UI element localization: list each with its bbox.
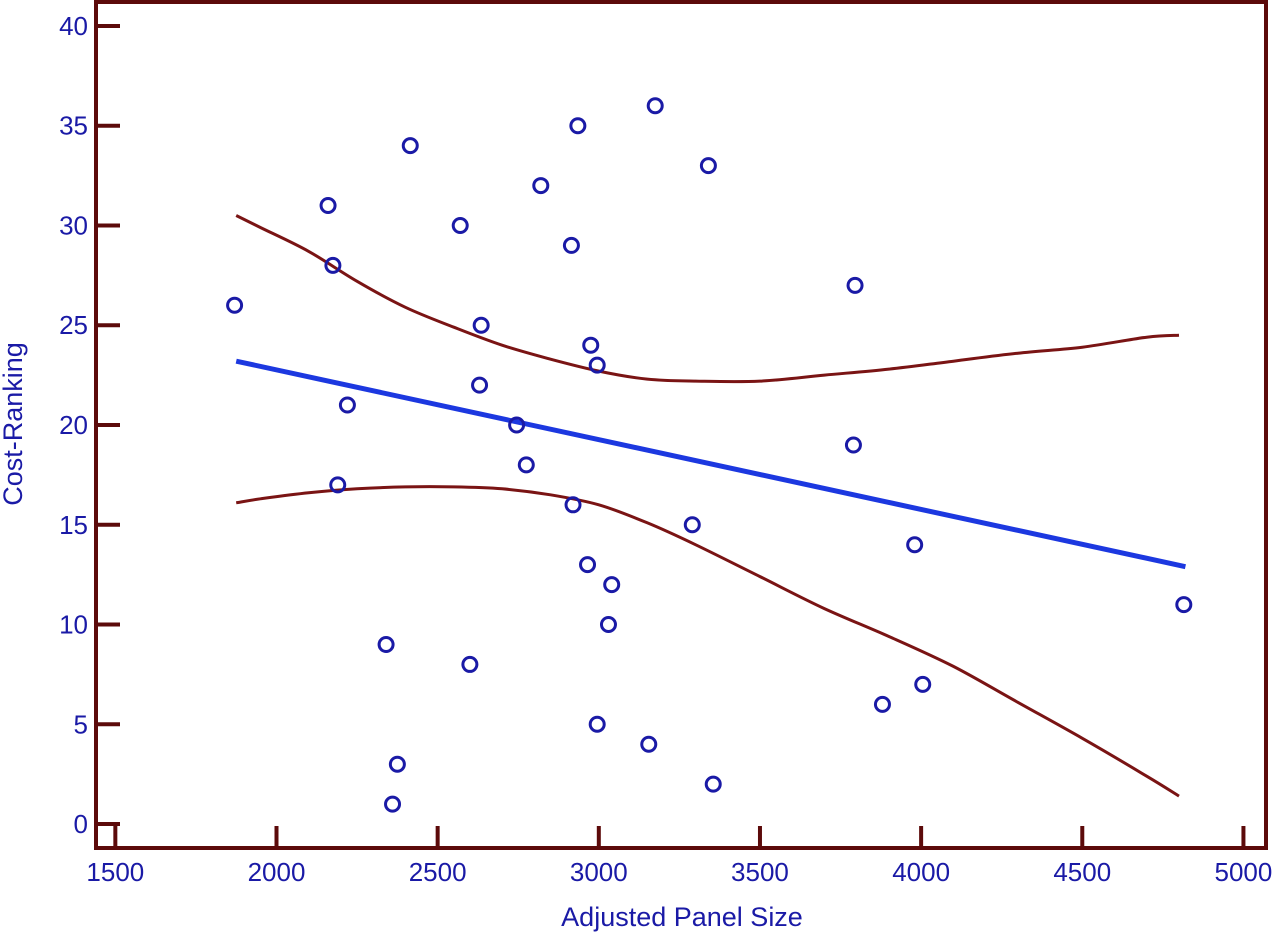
data-point bbox=[388, 755, 406, 773]
data-point bbox=[599, 616, 617, 634]
lower-confidence-curve bbox=[235, 485, 1180, 798]
data-point bbox=[873, 695, 891, 713]
data-point bbox=[384, 795, 402, 813]
data-point bbox=[401, 137, 419, 155]
data-point bbox=[564, 496, 582, 514]
data-point bbox=[582, 336, 600, 354]
x-tick-label: 2500 bbox=[409, 857, 467, 887]
y-tick-label: 35 bbox=[59, 111, 88, 141]
x-tick-labels: 1500 2000 2500 3000 3500 4000 4500 5000 bbox=[86, 857, 1272, 887]
data-point bbox=[844, 436, 862, 454]
data-point bbox=[324, 256, 342, 274]
y-tick-label: 25 bbox=[59, 310, 88, 340]
x-tick-label: 5000 bbox=[1215, 857, 1273, 887]
data-point bbox=[1175, 596, 1193, 614]
y-tick-label: 40 bbox=[59, 11, 88, 41]
data-point bbox=[906, 536, 924, 554]
data-point bbox=[517, 456, 535, 474]
data-point bbox=[329, 476, 347, 494]
x-tick-label: 3500 bbox=[731, 857, 789, 887]
data-point bbox=[461, 655, 479, 673]
y-tick-label: 10 bbox=[59, 610, 88, 640]
data-point bbox=[471, 376, 489, 394]
data-point bbox=[646, 97, 664, 115]
x-axis-title: Adjusted Panel Size bbox=[561, 902, 803, 932]
data-point bbox=[914, 675, 932, 693]
y-tick-label: 0 bbox=[74, 809, 88, 839]
data-point bbox=[508, 416, 526, 434]
y-tick-labels: 0 5 10 15 20 25 30 35 40 bbox=[59, 11, 88, 839]
y-tick-label: 30 bbox=[59, 210, 88, 240]
x-tick-label: 3000 bbox=[570, 857, 628, 887]
x-tick-label: 4000 bbox=[892, 857, 950, 887]
data-points bbox=[226, 97, 1193, 813]
x-tick-label: 2000 bbox=[248, 857, 306, 887]
confidence-band bbox=[235, 214, 1180, 798]
data-point bbox=[532, 177, 550, 195]
data-point bbox=[846, 276, 864, 294]
data-point bbox=[699, 157, 717, 175]
data-point bbox=[704, 775, 722, 793]
data-point bbox=[377, 635, 395, 653]
regression-line bbox=[235, 358, 1186, 570]
data-point bbox=[226, 296, 244, 314]
y-tick-label: 20 bbox=[59, 410, 88, 440]
data-point bbox=[338, 396, 356, 414]
data-point bbox=[451, 216, 469, 234]
plot-frame bbox=[94, 0, 1268, 850]
data-point bbox=[562, 236, 580, 254]
upper-confidence-curve bbox=[235, 214, 1180, 384]
data-point bbox=[588, 356, 606, 374]
data-point bbox=[603, 576, 621, 594]
data-point bbox=[588, 715, 606, 733]
y-tick-label: 15 bbox=[59, 510, 88, 540]
x-tick-label: 4500 bbox=[1053, 857, 1111, 887]
data-point bbox=[579, 556, 597, 574]
y-axis-title: Cost-Ranking bbox=[0, 342, 28, 506]
data-point bbox=[319, 197, 337, 215]
data-point bbox=[569, 117, 587, 135]
data-point bbox=[683, 516, 701, 534]
data-point bbox=[640, 735, 658, 753]
axis-ticks bbox=[96, 23, 1246, 848]
fit-line-group bbox=[235, 358, 1186, 570]
y-tick-label: 5 bbox=[74, 709, 88, 739]
x-tick-label: 1500 bbox=[86, 857, 144, 887]
data-point bbox=[472, 316, 490, 334]
